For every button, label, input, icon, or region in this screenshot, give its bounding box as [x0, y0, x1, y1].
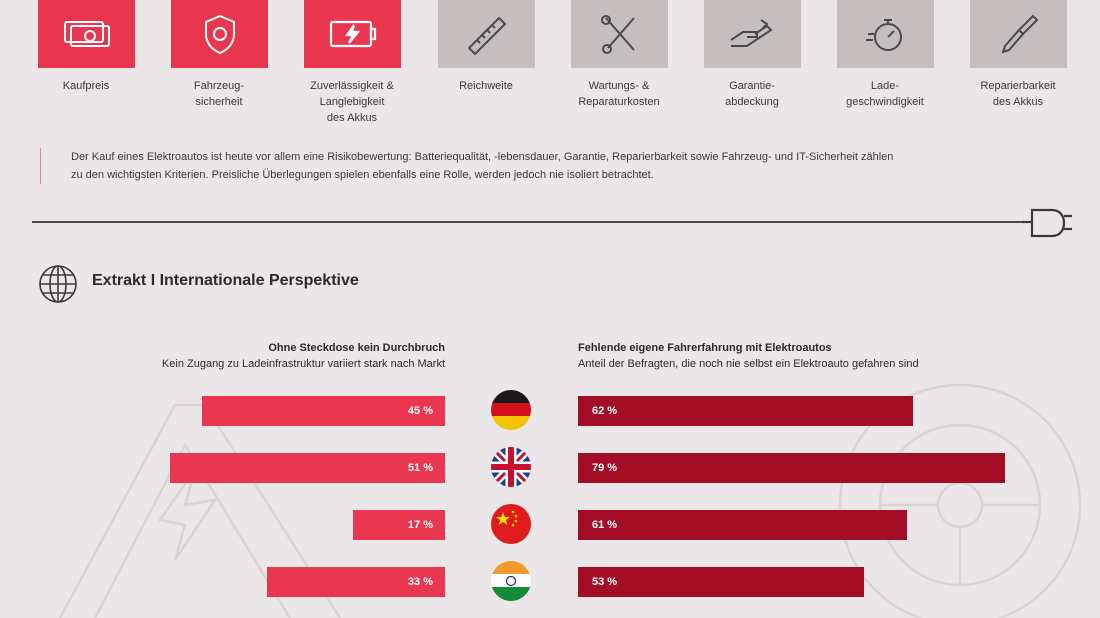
explanatory-note: Der Kauf eines Elektroautos ist heute vo… [40, 148, 1061, 184]
left-chart-subtitle: Kein Zugang zu Ladeinfrastruktur variier… [161, 358, 445, 370]
flag-uk-icon [491, 447, 531, 487]
criterion-label: Reichweite [459, 80, 513, 92]
criterion-label: Reparierbarkeit des Akkus [980, 80, 1056, 108]
section-title: Extrakt I Internationale Perspektive [92, 272, 359, 289]
left-bar: 45 % [202, 396, 445, 426]
flag-germany-icon [491, 390, 531, 430]
tools-icon [600, 15, 635, 54]
left-bar-label: 51 % [407, 462, 433, 474]
right-bar-label: 61 % [592, 519, 618, 531]
left-bar: 51 % [169, 453, 445, 483]
left-chart-header: Ohne Steckdose kein Durchbruch Kein Zuga… [162, 340, 445, 372]
shield-icon [204, 14, 235, 55]
ruler-icon [467, 16, 506, 56]
hand-icon [729, 19, 773, 47]
note-line: Der Kauf eines Elektroautos ist heute vo… [71, 151, 894, 163]
screwdriver-icon [1000, 14, 1038, 54]
battery-icon [329, 20, 376, 48]
right-bar-label: 53 % [592, 576, 618, 588]
section-divider [32, 221, 1022, 223]
right-chart-subtitle: Anteil der Befragten, die noch nie selbs… [578, 358, 919, 370]
plug-icon [1022, 208, 1072, 238]
right-bar: 53 % [578, 567, 865, 597]
criterion-tile-reichweite [438, 0, 535, 68]
criterion-tile-reparierbarkeit [970, 0, 1067, 68]
left-bar: 33 % [266, 567, 445, 597]
right-bar: 79 % [578, 453, 1005, 483]
criterion-tile-fahrzeugsicherheit [171, 0, 268, 68]
right-bar-label: 62 % [592, 405, 618, 417]
right-bar: 62 % [578, 396, 913, 426]
criterion-label: Fahrzeug- sicherheit [193, 80, 245, 108]
criterion-label: Lade- geschwindigkeit [846, 80, 924, 108]
flag-china-icon [491, 504, 531, 544]
right-chart-header: Fehlende eigene Fahrerfahrung mit Elektr… [578, 340, 919, 372]
left-bar-label: 45 % [407, 405, 433, 417]
left-bar-label: 17 % [407, 519, 433, 531]
left-bar: 17 % [353, 510, 445, 540]
left-bar-label: 33 % [407, 576, 433, 588]
criterion-tile-ladegeschwindigkeit [837, 0, 934, 68]
criterion-label: Wartungs- & Reparaturkosten [578, 80, 660, 108]
right-bar: 61 % [578, 510, 908, 540]
criterion-tile-akku [304, 0, 401, 68]
right-bar-label: 79 % [592, 462, 618, 474]
criterion-label: Kaufpreis [62, 80, 110, 92]
note-line: zu den wichtigsten Kriterien. Preisliche… [71, 169, 654, 181]
money-icon [63, 21, 110, 47]
criterion-label: Garantie- abdeckung [725, 80, 779, 108]
criterion-label: Zuverlässigkeit & Langlebigkeit des Akku… [310, 80, 394, 124]
stopwatch-icon [865, 19, 902, 51]
left-chart-title: Ohne Steckdose kein Durchbruch [268, 342, 445, 354]
flag-india-icon [491, 561, 531, 601]
globe-icon [39, 265, 77, 303]
right-chart-title: Fehlende eigene Fahrerfahrung mit Elektr… [578, 342, 832, 354]
criterion-tile-wartung [571, 0, 668, 68]
criterion-tile-kaufpreis [38, 0, 135, 68]
criterion-tile-garantie [704, 0, 801, 68]
